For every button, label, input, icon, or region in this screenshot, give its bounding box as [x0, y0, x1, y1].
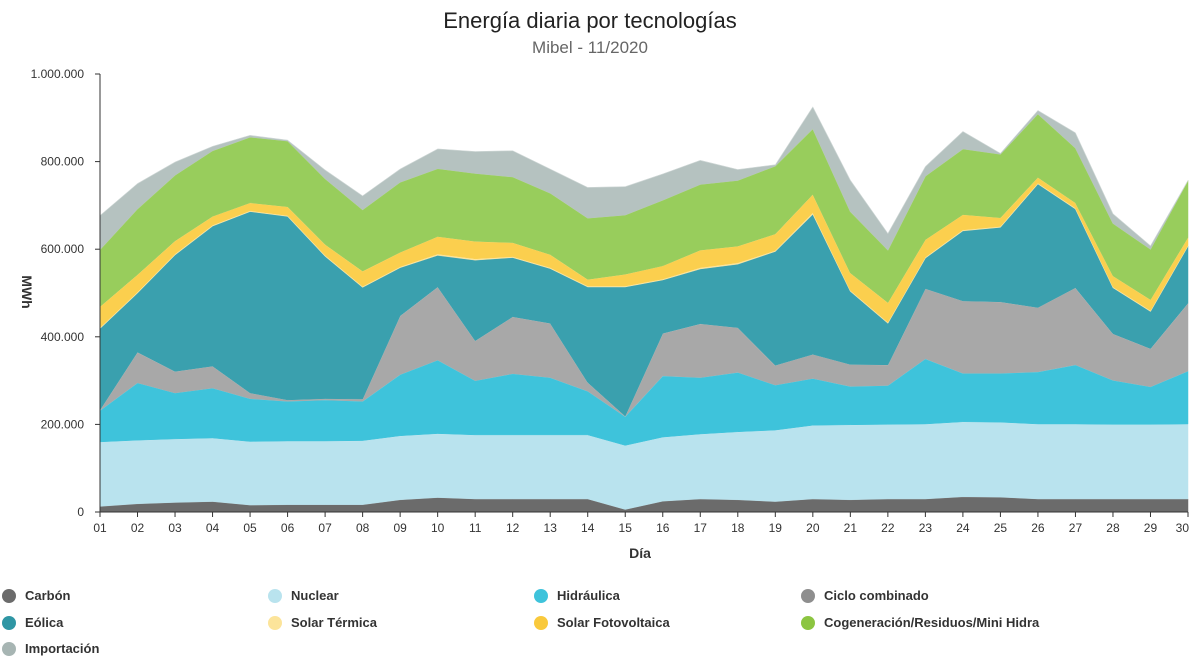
x-tick-label: 16 — [656, 521, 670, 535]
x-tick-label: 07 — [318, 521, 332, 535]
legend-item-hidraulica[interactable]: Hidráulica — [534, 588, 620, 603]
legend-label: Solar Térmica — [291, 615, 377, 630]
x-tick-label: 09 — [393, 521, 407, 535]
x-tick-label: 22 — [881, 521, 895, 535]
legend-item-cogeneracion[interactable]: Cogeneración/Residuos/Mini Hidra — [801, 615, 1039, 630]
legend: Carbón Nuclear Hidráulica Ciclo combinad… — [0, 584, 1200, 664]
y-tick-label: 600.000 — [41, 242, 85, 256]
legend-item-importacion[interactable]: Importación — [2, 641, 99, 656]
legend-swatch-cogeneracion — [801, 615, 815, 630]
x-tick-label: 20 — [806, 521, 820, 535]
legend-swatch-solar-termica — [268, 615, 282, 630]
legend-label: Hidráulica — [557, 588, 620, 603]
x-tick-label: 03 — [168, 521, 182, 535]
x-tick-label: 24 — [956, 521, 970, 535]
legend-swatch-hidraulica — [534, 588, 548, 603]
legend-swatch-eolica — [2, 615, 16, 630]
x-tick-label: 15 — [619, 521, 633, 535]
legend-item-solar-fotovoltaica[interactable]: Solar Fotovoltaica — [534, 615, 670, 630]
area-layers — [99, 106, 1189, 513]
x-tick-label: 21 — [844, 521, 858, 535]
x-tick-label: 05 — [243, 521, 257, 535]
legend-item-nuclear[interactable]: Nuclear — [268, 588, 339, 603]
legend-item-eolica[interactable]: Eólica — [2, 615, 63, 630]
x-tick-label: 23 — [919, 521, 933, 535]
x-tick-label: 25 — [994, 521, 1008, 535]
x-tick-label: 30 — [1176, 521, 1190, 535]
area-chart: 0 200.000 400.000 600.000 800.000 1.000.000 01… — [19, 67, 1190, 561]
legend-item-solar-termica[interactable]: Solar Térmica — [268, 615, 377, 630]
legend-swatch-nuclear — [268, 588, 282, 603]
x-tick-label: 11 — [469, 521, 482, 535]
legend-label: Nuclear — [291, 588, 339, 603]
legend-label: Carbón — [25, 588, 71, 603]
x-tick-label: 08 — [356, 521, 370, 535]
chart-subtitle: Mibel - 11/2020 — [532, 38, 648, 57]
x-tick-label: 29 — [1144, 521, 1158, 535]
legend-swatch-ciclo-combinado — [801, 588, 815, 603]
legend-swatch-importacion — [2, 641, 16, 656]
x-tick-label: 12 — [506, 521, 520, 535]
area-series-edge-8 — [99, 106, 1189, 247]
y-tick-label: 0 — [77, 505, 84, 519]
y-tick-label: 200.000 — [41, 417, 85, 431]
x-tick-label: 17 — [694, 521, 708, 535]
axes: 0 200.000 400.000 600.000 800.000 1.000.000 01… — [31, 67, 1190, 535]
legend-label: Solar Fotovoltaica — [557, 615, 670, 630]
x-tick-label: 04 — [206, 521, 220, 535]
x-tick-label: 26 — [1031, 521, 1045, 535]
y-axis-label: MWh — [19, 275, 35, 308]
legend-label: Importación — [25, 641, 100, 656]
y-tick-label: 1.000.000 — [31, 67, 85, 81]
area-series-8[interactable] — [99, 106, 1189, 251]
legend-label: Eólica — [25, 615, 64, 630]
x-tick-label: 19 — [769, 521, 783, 535]
x-tick-label: 13 — [544, 521, 558, 535]
y-tick-label: 800.000 — [41, 155, 85, 169]
x-tick-label: 18 — [731, 521, 745, 535]
y-tick-label: 400.000 — [41, 330, 85, 344]
x-tick-label: 27 — [1069, 521, 1083, 535]
x-axis-label: Día — [629, 545, 651, 561]
legend-swatch-carbon — [2, 588, 16, 603]
x-tick-label: 28 — [1106, 521, 1120, 535]
legend-swatch-solar-fotovoltaica — [534, 615, 548, 630]
legend-label: Ciclo combinado — [824, 588, 929, 603]
x-tick-label: 06 — [281, 521, 295, 535]
legend-item-ciclo-combinado[interactable]: Ciclo combinado — [801, 588, 929, 603]
x-tick-label: 10 — [431, 521, 445, 535]
chart-title: Energía diaria por tecnologías — [443, 8, 737, 33]
legend-label: Cogeneración/Residuos/Mini Hidra — [824, 615, 1040, 630]
x-tick-label: 01 — [93, 521, 107, 535]
x-tick-label: 02 — [131, 521, 145, 535]
x-tick-label: 14 — [581, 521, 595, 535]
legend-item-carbon[interactable]: Carbón — [2, 588, 71, 603]
